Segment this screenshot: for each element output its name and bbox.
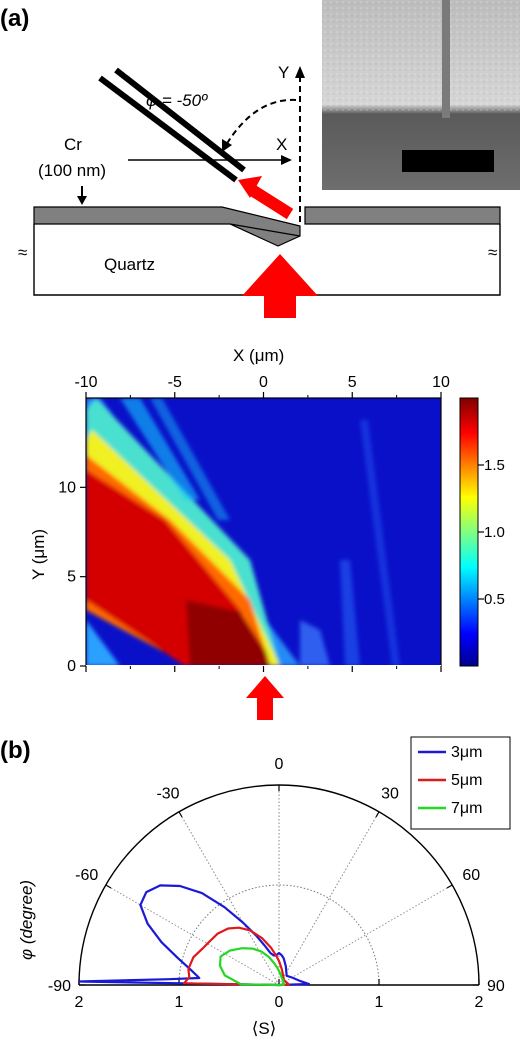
substrate-label: Quartz — [104, 255, 155, 274]
cr-thickness-label: (100 nm) — [38, 161, 106, 180]
heatmap-y-tick-label: 0 — [67, 658, 76, 675]
polar-grid-spoke — [178, 811, 280, 986]
cr-pointer-arrow — [77, 186, 87, 205]
sem-inset-image — [322, 0, 520, 190]
polar-radial-tick-label: 1 — [175, 994, 184, 1011]
legend: 3μm 5μm 7μm — [410, 736, 511, 830]
colorbar-tick-label: 1.5 — [484, 457, 505, 474]
heatmap-y-tick-label: 5 — [67, 569, 76, 586]
y-axis-label: Y — [278, 63, 289, 82]
coordinate-axes — [128, 66, 305, 222]
polar-grid-circle — [178, 884, 380, 986]
excitation-arrow-small — [238, 176, 294, 220]
polar-angle-tick-label: 60 — [462, 867, 480, 884]
excitation-arrow-heatmap — [246, 676, 284, 720]
colorbar — [459, 397, 479, 667]
polar-grid-spoke — [278, 811, 380, 986]
fiber-probe — [98, 67, 246, 183]
polar-series-0 — [77, 884, 311, 987]
sample-cross-section — [33, 206, 501, 296]
heatmap-y-label: Y (μm) — [29, 529, 48, 580]
scale-bar — [402, 150, 494, 172]
colorbar-ticks: 1.5 1.0 0.5 — [478, 457, 505, 608]
heatmap-x-tick-label: -10 — [74, 374, 97, 391]
legend-label: 5μm — [451, 772, 482, 789]
heatmap-x-ticks: -10 -5 0 5 10 — [74, 374, 450, 672]
break-symbol-right: ≈ — [488, 243, 497, 262]
heatmap-chart: -10 -5 0 5 10 0 5 10 X (μm) Y (μm) 1.5 1.0 0.5 — [29, 346, 505, 720]
heatmap-x-tick-label: 10 — [432, 374, 450, 391]
polar-radial-tick-label: 2 — [475, 994, 484, 1011]
polar-angle-tick-label: -60 — [75, 867, 98, 884]
heatmap-x-tick-label: 5 — [348, 374, 357, 391]
polar-angle-tick-mark — [375, 811, 380, 818]
break-symbol-left: ≈ — [18, 243, 27, 262]
heatmap-x-tick-label: 0 — [259, 374, 268, 391]
polar-grid-spoke — [278, 884, 453, 986]
legend-label: 7μm — [451, 800, 482, 817]
polar-angle-tick-mark — [178, 811, 183, 818]
panel-a-label: (a) — [0, 5, 29, 32]
polar-angle-tick-label: -30 — [156, 786, 179, 803]
polar-angle-tick-label: 0 — [275, 756, 284, 773]
colorbar-tick-label: 0.5 — [484, 591, 505, 608]
heatmap-y-ticks: 0 5 10 — [58, 479, 86, 675]
angle-label: φ = -50º — [146, 91, 208, 110]
polar-radial-tick-label: 0 — [275, 994, 284, 1011]
polar-angle-tick-mark — [446, 884, 453, 889]
polar-angle-tick-label: -90 — [48, 978, 71, 995]
heatmap-x-label: X (μm) — [233, 346, 284, 365]
colorbar-tick-label: 1.0 — [484, 524, 505, 541]
heatmap-y-tick-label: 10 — [58, 479, 76, 496]
polar-y-label: φ (degree) — [17, 880, 36, 960]
panel-b-label: (b) — [0, 737, 31, 764]
polar-angle-tick-label: 30 — [381, 786, 399, 803]
legend-label: 3μm — [451, 744, 482, 761]
polar-angle-tick-mark — [105, 884, 112, 889]
x-axis-label: X — [276, 135, 287, 154]
cr-label: Cr — [64, 135, 82, 154]
polar-angle-tick-label: 90 — [487, 978, 505, 995]
polar-series-2 — [218, 947, 286, 987]
polar-radial-tick-label: 1 — [375, 994, 384, 1011]
polar-radial-tick-label: 2 — [75, 994, 84, 1011]
excitation-arrow-large — [242, 254, 318, 318]
polar-series-1 — [182, 926, 291, 987]
heatmap-field — [86, 398, 441, 666]
polar-x-label: ⟨S⟩ — [252, 1019, 277, 1038]
heatmap-x-tick-label: -5 — [168, 374, 182, 391]
